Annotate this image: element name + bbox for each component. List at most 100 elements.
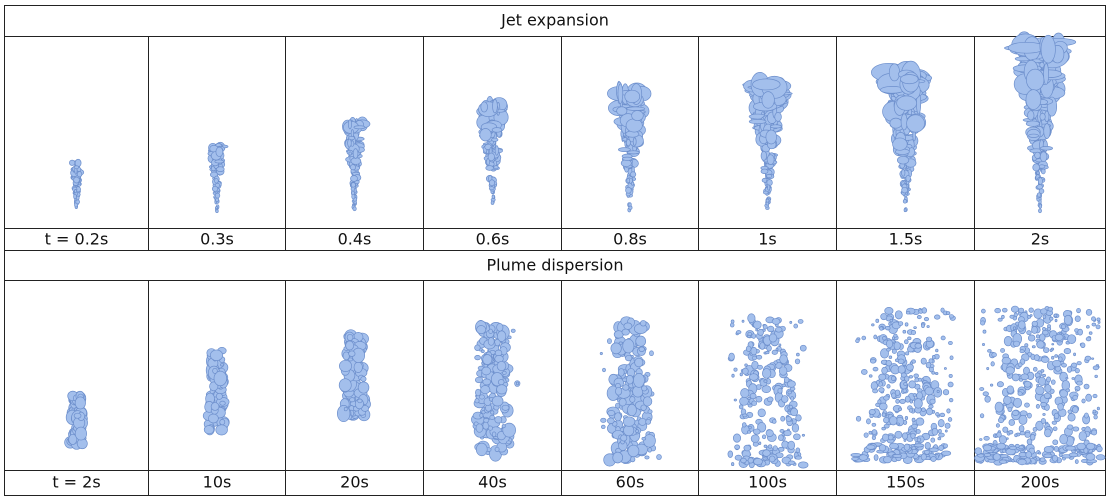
- plume-blob: [994, 401, 1004, 413]
- plume-blob: [895, 398, 900, 404]
- plume-blob: [742, 413, 748, 418]
- plume-blob: [494, 145, 499, 156]
- plume-blob: [924, 441, 931, 450]
- plume-blob: [1076, 361, 1082, 366]
- plume-blob: [1032, 426, 1038, 432]
- plume-blob: [913, 398, 923, 409]
- plume-blob: [987, 349, 992, 353]
- plume-blob: [339, 359, 353, 372]
- plume-blob: [740, 388, 750, 399]
- plume-blob: [902, 329, 907, 334]
- plume-blob: [1042, 314, 1047, 319]
- plume-blob: [882, 336, 887, 341]
- plume-blob: [1025, 451, 1032, 459]
- plume-blob: [749, 393, 757, 400]
- time-label: 1s: [758, 230, 777, 249]
- plume-blob: [638, 346, 645, 352]
- plume-blob: [73, 165, 80, 170]
- plume-blob: [981, 308, 986, 314]
- plume-blob: [349, 397, 356, 403]
- plume-blob: [1043, 392, 1051, 399]
- plume-blob: [899, 398, 906, 404]
- plume-blob: [649, 350, 654, 357]
- plume-blob: [1005, 366, 1015, 375]
- plume-blob: [751, 400, 757, 406]
- plume-blob: [1046, 376, 1051, 383]
- plume-blob: [1039, 61, 1045, 68]
- plume-blob: [1003, 395, 1012, 405]
- plume-blob: [739, 372, 743, 377]
- plume-blob: [216, 166, 225, 172]
- plume-blob: [746, 430, 752, 434]
- plume-blob: [1067, 334, 1077, 344]
- plume-blob: [761, 434, 767, 440]
- plume-blob: [1078, 431, 1087, 442]
- plume-blob: [506, 440, 512, 445]
- plume-blob: [1011, 410, 1020, 416]
- plume-blob: [1072, 406, 1079, 414]
- plume-blob: [214, 178, 219, 184]
- plume-blob: [1039, 333, 1046, 342]
- plume-blob: [740, 457, 747, 464]
- plume-blob: [785, 416, 792, 422]
- plume-blob: [507, 335, 512, 340]
- plume-blob: [871, 422, 877, 427]
- plume-blob: [871, 323, 875, 327]
- plume-blob: [622, 338, 635, 354]
- plume-blob: [488, 179, 495, 187]
- plume-blob: [215, 424, 228, 436]
- plume-blob: [487, 425, 493, 431]
- plume-blob: [769, 124, 782, 129]
- plume-blob: [1018, 452, 1027, 458]
- plume-blob: [878, 387, 885, 393]
- plume-blob: [351, 193, 356, 200]
- plume-blob: [1036, 192, 1042, 198]
- plume-blob: [797, 319, 804, 324]
- plume-blob: [212, 367, 218, 374]
- plume-blob: [1039, 146, 1053, 151]
- plume-blob: [488, 328, 493, 334]
- plume-blob: [1019, 349, 1025, 354]
- plume-blob: [999, 454, 1009, 458]
- plume-blob: [894, 358, 900, 363]
- plume-blob: [786, 380, 796, 388]
- plume-blob: [1083, 447, 1089, 454]
- plume-blob: [347, 119, 352, 130]
- plume-blob: [779, 354, 788, 365]
- plume-blob: [360, 376, 367, 382]
- plume-blob: [1040, 369, 1045, 373]
- plume-blob: [790, 407, 799, 417]
- plume-blob: [781, 383, 786, 388]
- plume-blob: [986, 366, 990, 371]
- plume-blob: [474, 376, 484, 384]
- plume-blob: [768, 333, 778, 343]
- plume-blob: [787, 440, 796, 450]
- time-label: t = 0.2s: [45, 230, 109, 249]
- time-label: 40s: [478, 473, 507, 492]
- plume-blob: [76, 171, 83, 178]
- plume-blob: [851, 456, 859, 461]
- plume-blob: [759, 342, 766, 350]
- plume-blob: [883, 395, 890, 401]
- plume-blob: [984, 395, 991, 403]
- plume-blob: [1072, 394, 1078, 401]
- plume-blob: [614, 412, 622, 422]
- plume-blob: [634, 357, 644, 368]
- time-label: 1.5s: [889, 230, 923, 249]
- plume-blob: [1080, 342, 1086, 349]
- plume-blob: [1076, 307, 1081, 314]
- plume-blob: [911, 417, 916, 423]
- plume-blob: [1085, 324, 1090, 329]
- plume-blob: [1006, 385, 1015, 394]
- plume-blob: [775, 348, 779, 351]
- plume-blob: [734, 444, 741, 450]
- plume-blob: [1001, 314, 1005, 319]
- plume-blob: [1008, 419, 1016, 426]
- plume-blob: [501, 424, 506, 429]
- plume-blob: [929, 398, 936, 405]
- plume-blob: [1095, 324, 1101, 330]
- plume-blob: [755, 395, 763, 403]
- plume-blob: [1074, 459, 1079, 464]
- plume-blob: [881, 366, 888, 375]
- plume-blob: [491, 137, 499, 142]
